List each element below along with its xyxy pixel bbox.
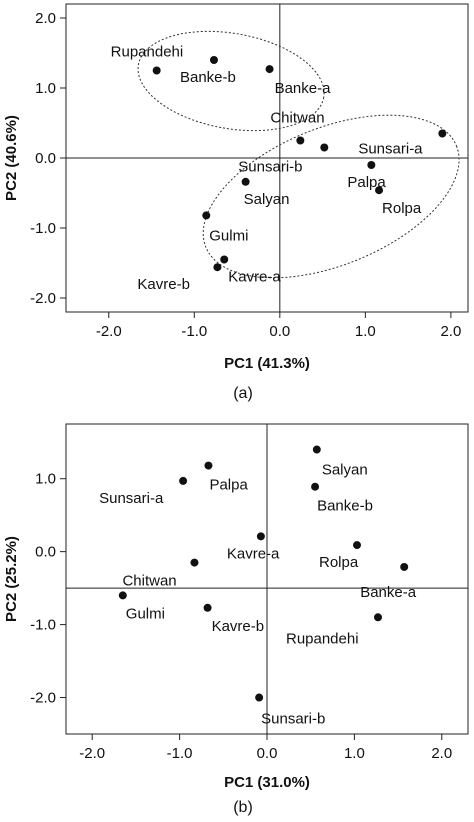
panel-a-point-label-sunsari-b: Sunsari-b xyxy=(238,159,302,176)
panel-a-caption-label: (a) xyxy=(233,385,253,402)
panel-a-point-sunsari-b xyxy=(320,143,329,152)
panel-a-y-tick-label: -2.0 xyxy=(30,290,56,307)
panel-a-plot: -2.0 -1.0 0.0 1.0 2.0 2.0 1.0 0.0 -1.0 -2.0 Rupand… xyxy=(3,3,469,402)
panel-b-y-tick-label: 1.0 xyxy=(35,471,56,488)
panel-b-point-label-sunsari-b: Sunsari-b xyxy=(261,711,325,728)
panel-a-point-sunsari-a xyxy=(438,129,447,138)
panel-b-point-label-chitwan: Chitwan xyxy=(122,573,176,590)
panel-b-y-tick-label: 0.0 xyxy=(35,544,56,561)
panel-b-x-tick-label: -1.0 xyxy=(167,745,193,762)
panel-b-caption-label: (b) xyxy=(233,799,253,816)
panel-b-point-label-banke-a: Banke-a xyxy=(360,584,417,601)
panel-b-point-label-sunsari-a: Sunsari-a xyxy=(99,490,164,507)
panel-a-y-tick-label: 0.0 xyxy=(35,150,56,167)
panel-a-point-label-banke-b: Banke-b xyxy=(180,69,236,86)
panel-b-point-kavre-a xyxy=(256,532,265,541)
panel-b-point-label-kavre-b: Kavre-b xyxy=(212,618,265,635)
panel-a-cluster-ellipse-1 xyxy=(137,30,325,132)
panel-b-y-tick-label: -2.0 xyxy=(30,690,56,707)
panel-a-x-tick-label: 1.0 xyxy=(355,323,376,340)
panel-a-point-label-chitwan: Chitwan xyxy=(270,110,324,127)
panel-b-point-chitwan xyxy=(190,558,199,567)
panel-b-y-tick-label: -1.0 xyxy=(30,617,56,634)
panel-b-point-label-banke-b: Banke-b xyxy=(317,498,373,515)
panel-a-point-rolpa xyxy=(375,186,384,195)
panel-b-point-label-kavre-a: Kavre-a xyxy=(227,545,280,562)
panel-b-x-tick-label: 1.0 xyxy=(344,745,365,762)
panel-a-point-kavre-a xyxy=(220,255,229,264)
panel-a-y-tick-label: -1.0 xyxy=(30,220,56,237)
panel-a-point-label-kavre-a: Kavre-a xyxy=(228,269,281,286)
panel-b-point-kavre-b xyxy=(203,603,212,612)
panel-a-point-banke-a xyxy=(265,65,274,74)
panel-b-point-banke-a xyxy=(400,562,409,571)
panel-a-y-tick-label: 1.0 xyxy=(35,80,56,97)
panel-a-point-label-kavre-b: Kavre-b xyxy=(137,276,190,293)
panel-a-point-label-palpa: Palpa xyxy=(347,174,386,191)
panel-a-x-tick-label: -2.0 xyxy=(96,323,122,340)
panel-b-x-tick-label: 2.0 xyxy=(431,745,452,762)
panel-b-point-gulmi xyxy=(118,591,127,600)
panel-b-point-label-salyan: Salyan xyxy=(322,462,368,479)
panel-a-point-salyan xyxy=(241,177,250,186)
panel-a-point-banke-b xyxy=(209,56,218,64)
panel-a-point-kavre-b xyxy=(213,263,222,272)
panel-a-x-tick-label: 0.0 xyxy=(269,323,290,340)
panel-b-plot: -2.0 -1.0 0.0 1.0 2.0 1.0 0.0 -1.0 -2.0 Salyan Pal… xyxy=(3,423,469,816)
panel-a-point-label-banke-a: Banke-a xyxy=(275,80,332,97)
panel-a-point-palpa xyxy=(367,161,376,169)
panel-b-point-label-rolpa: Rolpa xyxy=(319,554,359,571)
panel-a-point-gulmi xyxy=(202,211,211,220)
panel-a-point-rupandehi xyxy=(152,66,161,75)
panel-a-point-label-salyan: Salyan xyxy=(244,191,290,208)
panel-a-y-axis-label: PC2 (40.6%) xyxy=(3,115,20,201)
panel-a-point-chitwan xyxy=(296,136,305,145)
panel-b-x-tick-label: 0.0 xyxy=(257,745,278,762)
panel-b-x-tick-label: -2.0 xyxy=(79,745,105,762)
panel-a-x-tick-label: 2.0 xyxy=(440,323,461,340)
panel-a-point-label-rolpa: Rolpa xyxy=(382,200,422,217)
panel-a-x-tick-label: -1.0 xyxy=(181,323,207,340)
panel-b-point-label-palpa: Palpa xyxy=(209,477,248,494)
panel-b-point-palpa xyxy=(204,461,213,470)
panel-a-point-label-gulmi: Gulmi xyxy=(209,227,248,244)
panel-b-point-label-gulmi: Gulmi xyxy=(126,605,165,622)
panel-b-point-banke-b xyxy=(311,482,320,491)
panel-b-point-rupandehi xyxy=(373,613,382,622)
panel-b-point-rolpa xyxy=(353,541,362,550)
panel-b-point-label-rupandehi: Rupandehi xyxy=(286,630,359,647)
panel-b-point-sunsari-a xyxy=(179,476,188,485)
panel-a-y-tick-label: 2.0 xyxy=(35,10,56,27)
panel-a-cluster-ellipse-2 xyxy=(202,114,460,279)
panel-b-point-salyan xyxy=(312,445,321,454)
panel-a-point-label-sunsari-a: Sunsari-a xyxy=(358,141,423,158)
panel-a-point-label-rupandehi: Rupandehi xyxy=(111,44,184,61)
panel-b-point-sunsari-b xyxy=(255,693,264,702)
panel-b-x-axis-label: PC1 (31.0%) xyxy=(224,774,310,791)
panel-b-y-axis-label: PC2 (25.2%) xyxy=(3,536,20,622)
panel-a-x-axis-label: PC1 (41.3%) xyxy=(224,355,310,372)
